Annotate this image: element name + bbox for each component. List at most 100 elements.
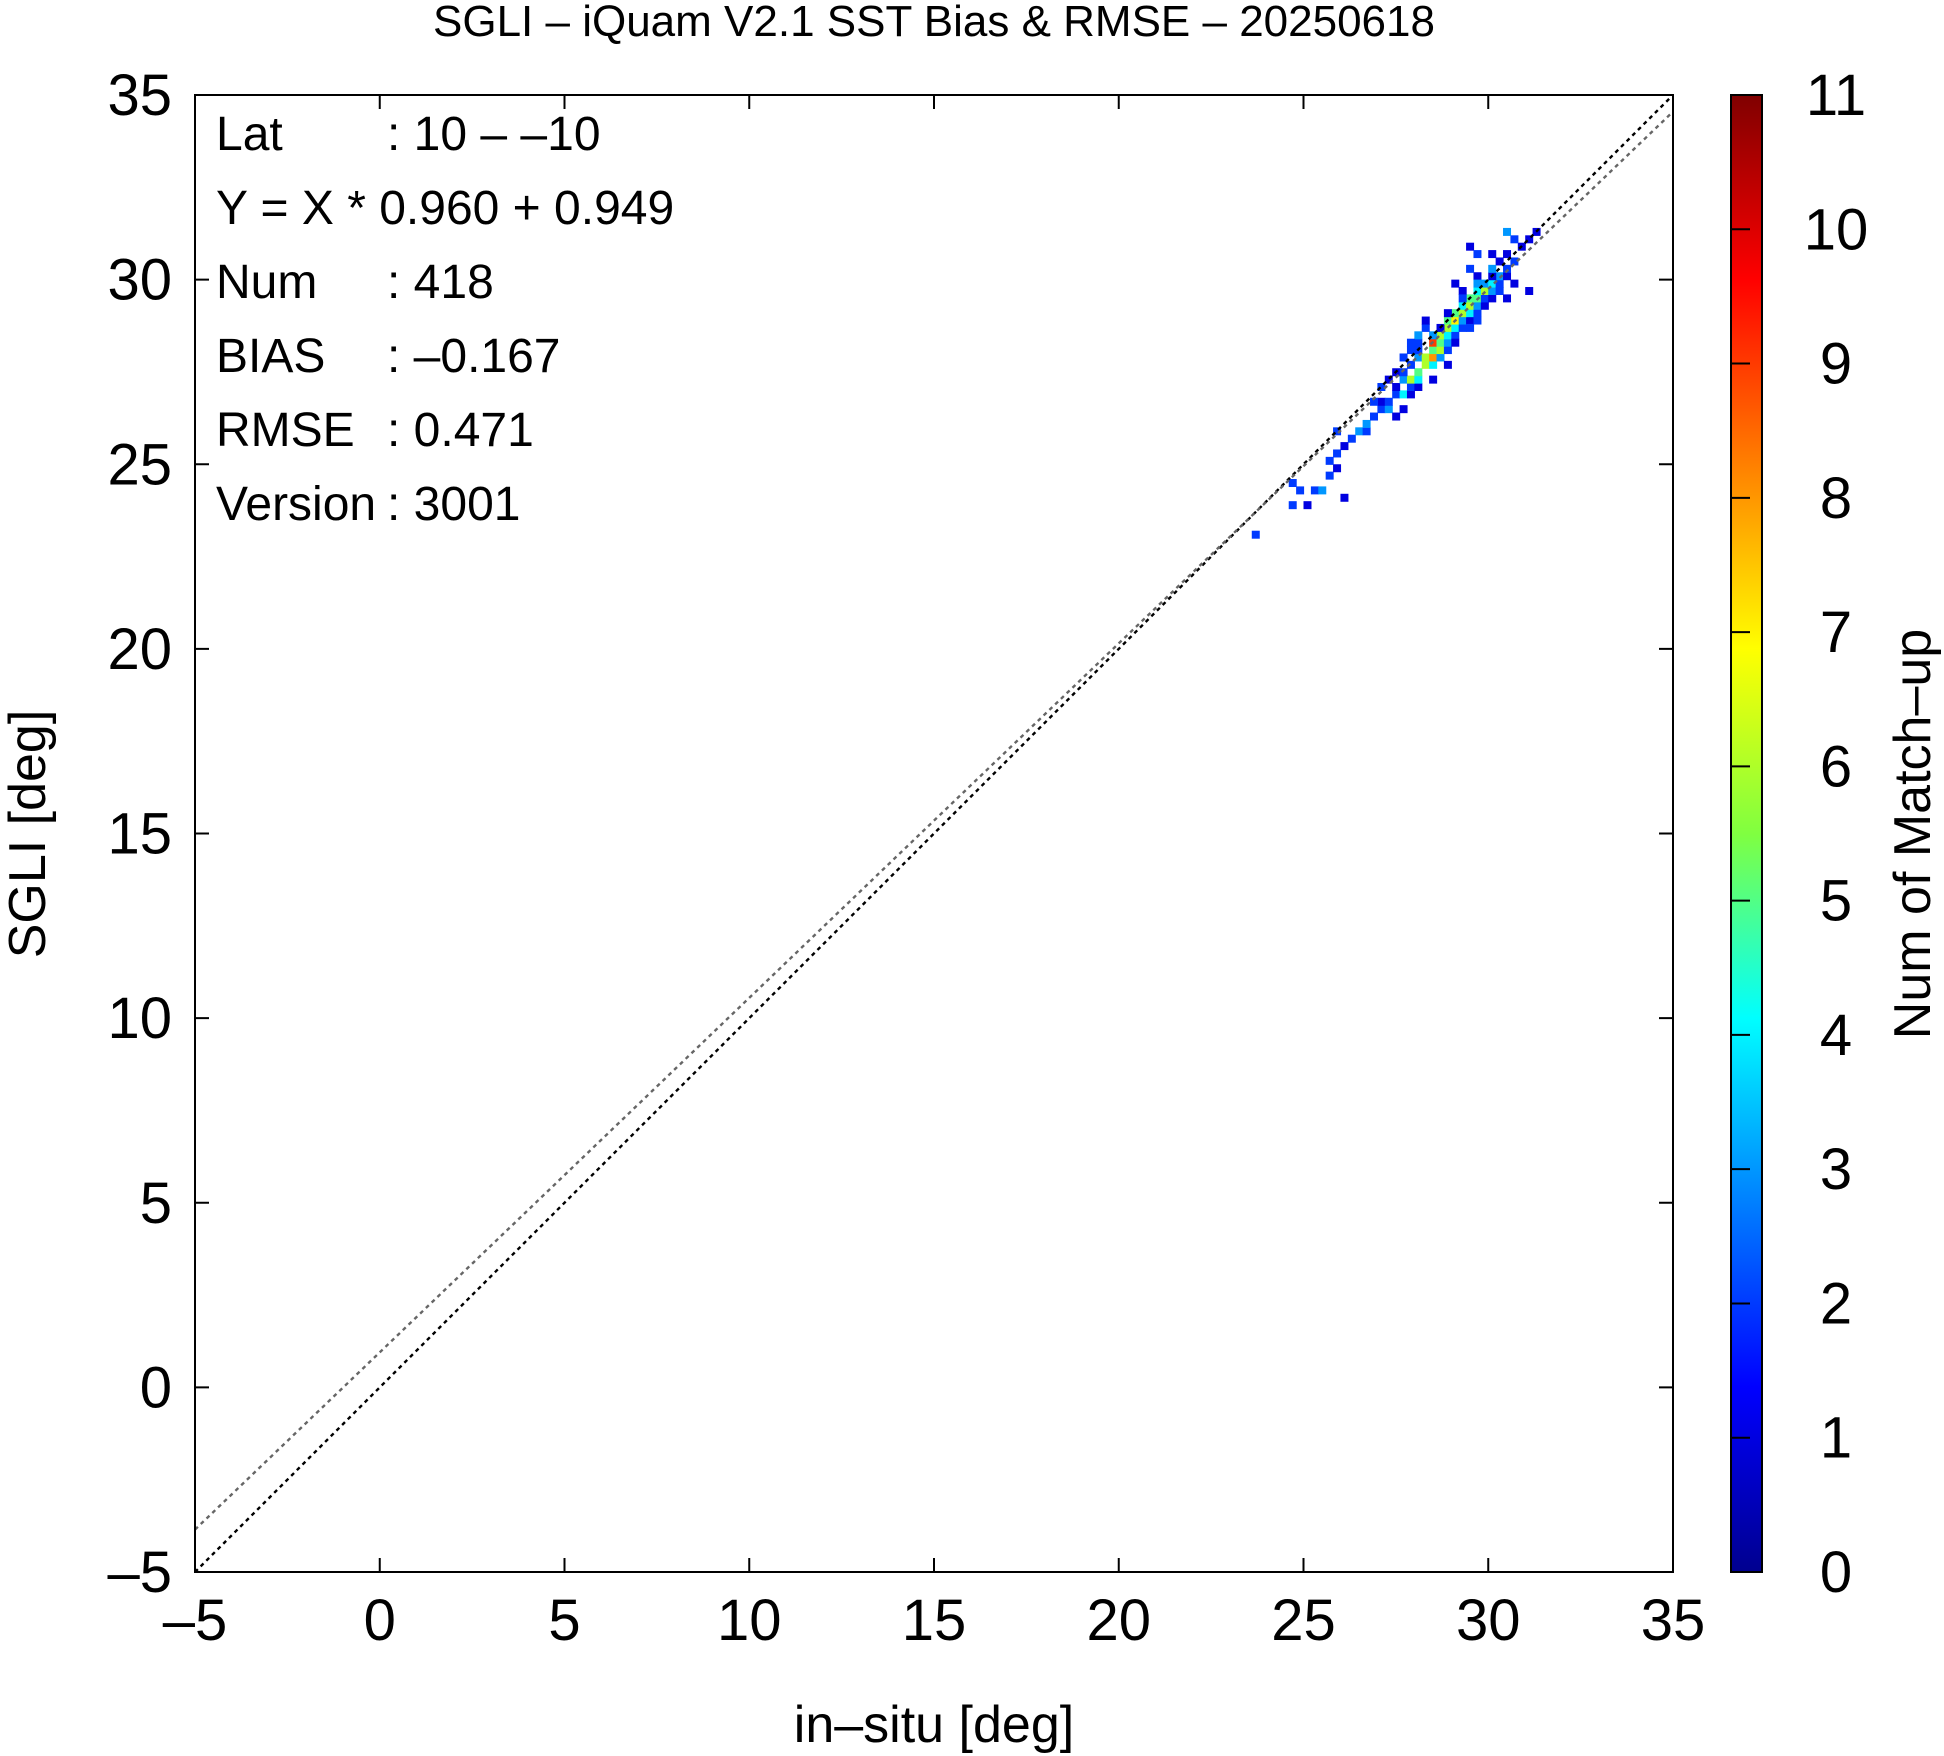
stat-value: : 10 – –10 [387,108,601,161]
density-cell [1451,279,1460,288]
density-cell [1473,309,1482,318]
density-cell [1466,264,1475,273]
density-cell [1488,294,1497,303]
density-cell [1503,264,1512,273]
colorbar-ticks: 0 1 2 3 4 5 6 7 8 9 10 11 [1731,63,1868,1605]
density-cell [1421,316,1430,325]
density-cell [1473,250,1482,259]
density-cell [1384,397,1393,406]
density-cell [1466,309,1475,318]
density-cell [1436,346,1445,355]
density-cell [1406,390,1415,399]
colorbar-tick-label: 0 [1820,1540,1852,1605]
stat-label: RMSE [216,404,355,457]
density-cell [1355,427,1364,436]
y-tick-label: 20 [107,617,172,682]
density-cell [1406,346,1415,355]
density-cell [1288,501,1297,510]
density-cell [1488,287,1497,295]
x-tick-label: 30 [1456,1588,1521,1653]
colorbar-tick-label: 5 [1820,869,1852,934]
colorbar-tick-label: 4 [1820,1003,1852,1068]
identity-line [195,95,1673,1572]
regression-line [195,110,1673,1531]
colorbar-tick-label: 7 [1820,600,1852,665]
y-tick-label: 15 [107,802,172,867]
stat-label: Y = X * 0.960 + 0.949 [216,182,674,235]
colorbar-tick-label: 6 [1820,734,1852,799]
x-tick-label: 25 [1271,1588,1336,1653]
density-cell [1503,227,1512,236]
density-cell [1421,353,1430,362]
density-cell [1399,390,1408,399]
density-cell [1466,242,1475,251]
stat-value: : 0.471 [387,404,534,457]
density-cell [1480,294,1489,303]
density-cell [1525,235,1534,244]
density-cell [1458,316,1467,325]
density-cell [1377,405,1386,414]
density-cell [1399,375,1408,384]
y-tick-label: 5 [140,1171,172,1236]
x-tick-label: –5 [163,1588,228,1653]
y-axis-ticks: –5 0 5 10 15 20 25 30 35 [107,63,1673,1605]
stat-label: Version [216,478,376,531]
density-cell [1414,353,1423,362]
density-cell [1414,375,1423,384]
density-cell [1429,331,1438,340]
stat-label: BIAS [216,330,325,383]
y-tick-label: 25 [107,432,172,497]
density-cell [1510,279,1519,288]
density-cell [1495,257,1504,266]
density-cell [1392,383,1401,391]
density-cell [1473,301,1482,310]
y-tick-label: 35 [107,63,172,128]
density-cell [1503,272,1512,281]
density-cell [1421,323,1430,332]
density-cell [1458,323,1467,332]
y-axis-label: SGLI [deg] [0,710,57,959]
density-cell [1303,501,1312,510]
colorbar-tick-label: 10 [1804,197,1869,262]
density-cell [1251,530,1260,539]
x-axis-ticks: –5 0 5 10 15 20 25 30 35 [163,95,1705,1653]
x-tick-label: 0 [364,1588,396,1653]
density-cell [1333,449,1342,458]
density-cell [1377,397,1386,406]
density-cell [1436,338,1445,347]
density-cell [1503,250,1512,259]
x-tick-label: 15 [902,1588,967,1653]
density-cell [1406,383,1415,391]
density-cell [1458,294,1467,303]
density-cell [1362,419,1371,428]
density-cell [1384,375,1393,384]
density-cell [1406,338,1415,347]
density-cell [1429,360,1438,369]
stats-box: Lat: 10 – –10 Y = X * 0.960 + 0.949 Num: 4… [216,108,674,531]
density-cell [1406,360,1415,369]
density-cell [1399,353,1408,362]
density-cell [1473,287,1482,295]
stat-label: Num [216,256,317,309]
density-cell [1443,338,1452,347]
density-cell [1510,257,1519,266]
density-cell [1495,272,1504,281]
density-cell [1466,316,1475,325]
density-cell [1384,405,1393,414]
density-cell [1495,287,1504,295]
density-cell [1480,301,1489,310]
colorbar-tick-label: 1 [1820,1406,1852,1471]
x-tick-label: 20 [1086,1588,1151,1653]
density-cell [1495,279,1504,288]
stat-value: : –0.167 [387,330,560,383]
colorbar [1730,94,1763,1573]
density-cell [1458,287,1467,295]
density-cell [1392,412,1401,421]
density-cell [1480,287,1489,295]
colorbar-tick-label: 3 [1820,1137,1852,1202]
density-cell [1392,390,1401,399]
density-cell [1310,486,1319,495]
density-cell [1399,368,1408,377]
density-cell [1318,486,1327,495]
